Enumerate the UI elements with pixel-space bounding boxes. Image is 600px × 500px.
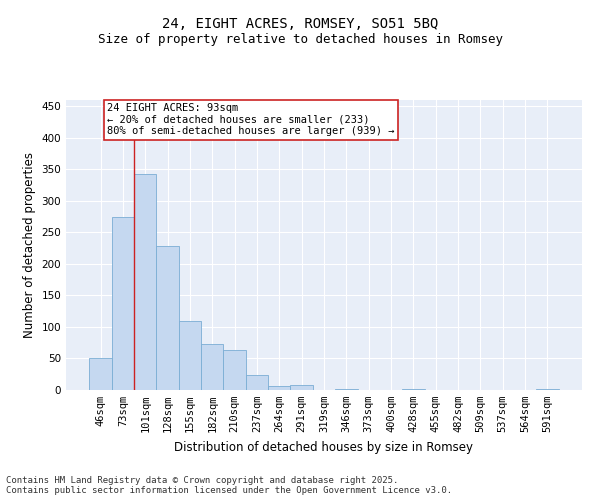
Bar: [223, 350, 246, 390]
Bar: [157, 246, 179, 390]
Text: Size of property relative to detached houses in Romsey: Size of property relative to detached ho…: [97, 32, 503, 46]
Bar: [112, 216, 134, 390]
Bar: [290, 385, 313, 390]
Bar: [536, 388, 559, 390]
Bar: [335, 388, 358, 390]
Bar: [179, 320, 201, 390]
Bar: [268, 386, 290, 390]
X-axis label: Distribution of detached houses by size in Romsey: Distribution of detached houses by size …: [175, 440, 473, 454]
Bar: [246, 375, 268, 390]
Bar: [134, 174, 157, 390]
Text: 24 EIGHT ACRES: 93sqm
← 20% of detached houses are smaller (233)
80% of semi-det: 24 EIGHT ACRES: 93sqm ← 20% of detached …: [107, 103, 395, 136]
Y-axis label: Number of detached properties: Number of detached properties: [23, 152, 36, 338]
Text: Contains HM Land Registry data © Crown copyright and database right 2025.
Contai: Contains HM Land Registry data © Crown c…: [6, 476, 452, 495]
Bar: [89, 358, 112, 390]
Text: 24, EIGHT ACRES, ROMSEY, SO51 5BQ: 24, EIGHT ACRES, ROMSEY, SO51 5BQ: [162, 18, 438, 32]
Bar: [201, 344, 223, 390]
